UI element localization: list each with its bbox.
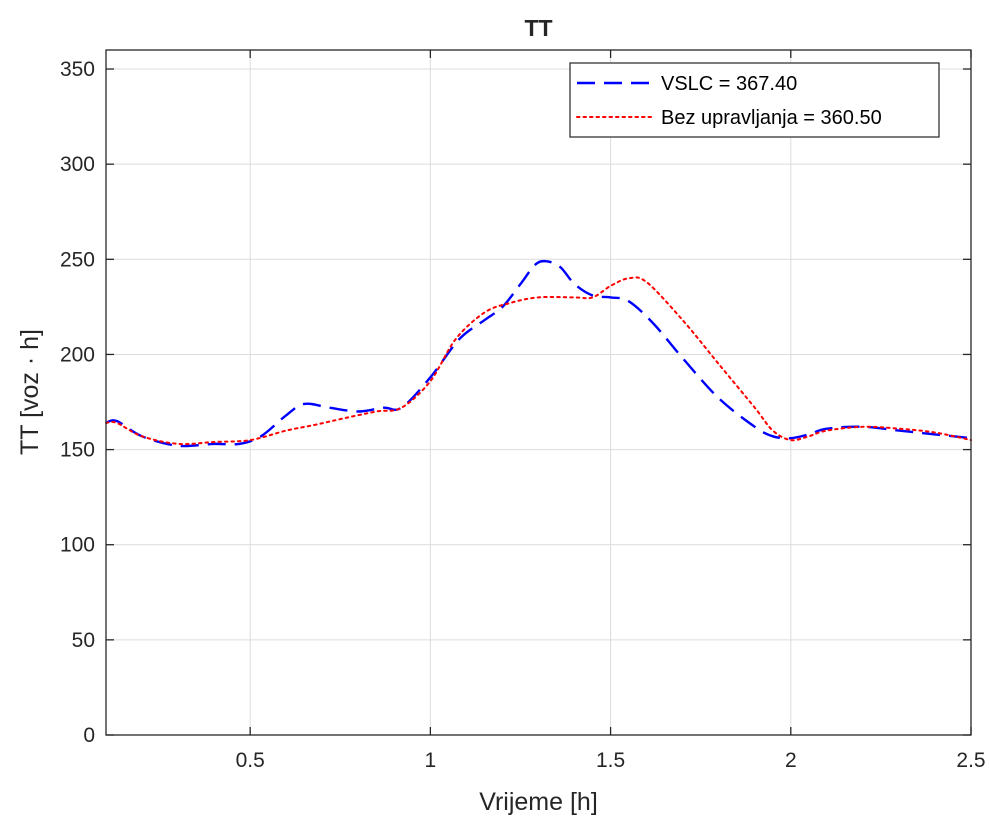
legend: VSLC = 367.40 Bez upravljanja = 360.50 [569, 62, 940, 138]
chart-title: TT [524, 15, 552, 41]
x-tick-label: 0.5 [236, 749, 265, 772]
y-axis-label: TT [voz · h] [16, 329, 44, 455]
series-line-1 [105, 259, 972, 448]
y-tick-label: 0 [83, 724, 95, 747]
plot-frame [105, 49, 972, 736]
x-tick-label: 1 [425, 749, 437, 772]
legend-box [569, 62, 940, 138]
y-tick-label: 350 [60, 58, 95, 81]
y-tick-label: 100 [60, 534, 95, 557]
x-axis-label: Vrijeme [h] [479, 788, 598, 816]
y-tick-label: 200 [60, 343, 95, 366]
x-tick-label: 2.5 [956, 749, 985, 772]
y-tick-label: 250 [60, 248, 95, 271]
axis-ticks: 0.5 1 1.5 2 2.5 0 50 100 150 200 250 300 350 [60, 50, 986, 772]
y-tick-label: 300 [60, 153, 95, 176]
x-tick-label: 1.5 [596, 749, 625, 772]
legend-label-1: VSLC = 367.40 [661, 73, 797, 95]
legend-label-2: Bez upravljanja = 360.50 [661, 107, 882, 129]
y-tick-label: 150 [60, 439, 95, 462]
series-lines [105, 259, 972, 448]
x-tick-label: 2 [785, 749, 797, 772]
series-line-2 [105, 276, 972, 446]
grid-lines [106, 50, 972, 736]
y-tick-label: 50 [72, 629, 95, 652]
